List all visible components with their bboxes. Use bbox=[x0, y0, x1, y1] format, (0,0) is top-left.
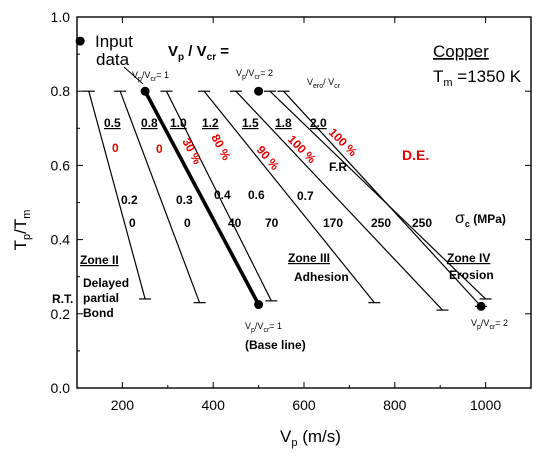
copper-label: Copper bbox=[433, 42, 489, 61]
series-line bbox=[283, 90, 482, 307]
zone-ii-line-2: partial bbox=[83, 291, 119, 305]
data-point-marker bbox=[140, 86, 150, 96]
ratio-1.2: 1.2 bbox=[202, 116, 219, 130]
x-tick-label: 200 bbox=[111, 397, 135, 413]
zone-iv-title: Zone IV bbox=[447, 251, 490, 265]
zone-ii-title: Zone II bbox=[80, 253, 119, 267]
rt-label: R.T. bbox=[52, 292, 73, 306]
input-data-label-2: data bbox=[96, 50, 130, 69]
series-line bbox=[203, 90, 375, 304]
y-tick-label: 0.6 bbox=[51, 157, 71, 173]
zone-iv-label: Erosion bbox=[449, 268, 494, 282]
ratio-2.0: 2.0 bbox=[310, 116, 327, 130]
sigma-label: σc (MPa) bbox=[455, 210, 506, 229]
vp-vcr-header: Vp / Vcr = bbox=[168, 43, 229, 63]
strength-40: 40 bbox=[228, 216, 242, 230]
strength-0b: 0 bbox=[184, 216, 191, 230]
data-point-marker bbox=[254, 86, 264, 96]
series-line bbox=[119, 90, 201, 303]
stress-0.4: 0.4 bbox=[214, 188, 231, 202]
series-line bbox=[269, 90, 487, 300]
melting-temp-label: Tm =1350 K bbox=[433, 67, 522, 89]
y-tick-label: 0.4 bbox=[51, 232, 71, 248]
x-tick-label: 600 bbox=[292, 397, 316, 413]
x-tick-label: 1000 bbox=[470, 397, 501, 413]
strength-170: 170 bbox=[323, 216, 343, 230]
strength-250b: 250 bbox=[412, 216, 432, 230]
series-line bbox=[88, 91, 146, 300]
zone-ii-line-1: Delayed bbox=[83, 276, 129, 290]
ratio-1.0: 1.0 bbox=[170, 116, 187, 130]
series-line bbox=[235, 90, 443, 311]
data-point-marker bbox=[476, 301, 486, 311]
data-point-marker bbox=[254, 300, 264, 310]
x-axis-title: Vp (m/s) bbox=[280, 427, 341, 449]
de-value-0b: 0 bbox=[156, 142, 163, 156]
fr-label: F.R bbox=[329, 160, 347, 174]
y-tick-label: 0.0 bbox=[51, 380, 71, 396]
series-line bbox=[165, 90, 272, 302]
zone-iii-label: Adhesion bbox=[294, 270, 349, 284]
vp-vcr-2-bottom: Vp/Vcr= 2 bbox=[471, 318, 508, 331]
vp-vcr-2-top: Vp/Vcr= 2 bbox=[236, 68, 273, 81]
vp-vcr-1-top: Vp/Vcr= 1 bbox=[132, 70, 169, 83]
strength-0a: 0 bbox=[129, 216, 136, 230]
stress-0.7: 0.7 bbox=[297, 189, 314, 203]
markers bbox=[75, 36, 486, 311]
input-data-label-1: Input bbox=[95, 32, 133, 51]
strength-250a: 250 bbox=[371, 216, 391, 230]
stress-0.2: 0.2 bbox=[121, 193, 138, 207]
ratio-0.5: 0.5 bbox=[104, 116, 121, 130]
ratio-1.5: 1.5 bbox=[242, 116, 259, 130]
stress-0.3: 0.3 bbox=[176, 193, 193, 207]
de-value-0a: 0 bbox=[112, 141, 119, 155]
y-tick-label: 0.2 bbox=[51, 306, 71, 322]
strength-70: 70 bbox=[265, 216, 279, 230]
ratio-1.8: 1.8 bbox=[275, 116, 292, 130]
y-tick-label: 1.0 bbox=[51, 9, 71, 25]
input-data-arrow bbox=[123, 66, 144, 85]
x-tick-label: 800 bbox=[383, 397, 407, 413]
baseline-label: (Base line) bbox=[245, 338, 306, 352]
vero-vcr-top: Vero/ Vcr bbox=[307, 77, 341, 90]
series-line bbox=[143, 90, 261, 306]
data-point-marker bbox=[75, 36, 85, 46]
stress-0.6: 0.6 bbox=[248, 188, 265, 202]
y-axis-title: Tp/Tm bbox=[11, 210, 33, 251]
ratio-0.8: 0.8 bbox=[141, 116, 158, 130]
de-value-80: 80 % bbox=[208, 132, 233, 163]
y-tick-label: 0.8 bbox=[51, 83, 71, 99]
vp-vcr-1-bottom: Vp/Vcr= 1 bbox=[245, 321, 282, 334]
zone-iii-title: Zone III bbox=[288, 251, 330, 265]
zone-ii-line-3: Bond bbox=[83, 306, 114, 320]
x-tick-label: 400 bbox=[202, 397, 226, 413]
de-label: D.E. bbox=[402, 147, 429, 163]
